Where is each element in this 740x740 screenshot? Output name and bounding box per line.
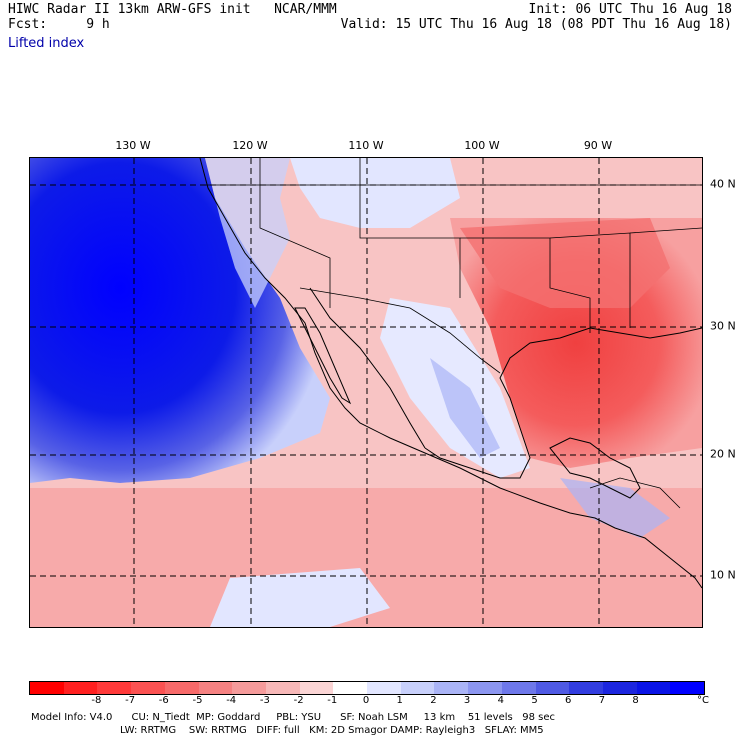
colorbar-tick-label: 5 <box>531 695 538 706</box>
init-time: Init: 06 UTC Thu 16 Aug 18 <box>528 2 733 17</box>
valid-time: Valid: 15 UTC Thu 16 Aug 18 (08 PDT Thu … <box>340 17 732 32</box>
colorbar-segment <box>198 682 233 694</box>
lat-label-40n: 40 N <box>710 177 736 191</box>
field-name: Lifted index <box>8 36 85 51</box>
colorbar-tick-label: 3 <box>463 695 471 706</box>
colorbar-tick-label: -1 <box>327 695 338 706</box>
pacific-stable-zone <box>30 158 330 483</box>
lat-label-10n: 10 N <box>710 568 736 582</box>
colorbar-unit: °C <box>697 695 709 706</box>
central-america-stable-zone <box>560 478 670 538</box>
colorbar-tick-label: 8 <box>632 695 639 706</box>
colorbar-segment <box>367 682 401 694</box>
colorbar-tick-label: -2 <box>293 695 304 706</box>
colorbar-segment <box>602 682 637 694</box>
colorbar-tick-label: -8 <box>91 695 102 706</box>
colorbar-segment <box>265 682 300 694</box>
colorbar-segment <box>434 682 469 694</box>
colorbar-segment <box>97 682 132 694</box>
colorbar-segment <box>30 682 64 694</box>
forecast-hour: Fcst: 9 h <box>8 17 110 32</box>
lon-label-120w: 120 W <box>232 139 268 152</box>
colorbar-segment <box>164 682 199 694</box>
colorbar-tick-label: -7 <box>125 695 136 706</box>
coastlines <box>199 158 702 589</box>
colorbar-segment <box>535 682 570 694</box>
colorbar-segment <box>569 682 603 694</box>
colorbar-tick-label: 4 <box>497 695 504 706</box>
northwest-stable-zone <box>290 158 460 228</box>
colorbar-segment <box>636 682 671 694</box>
colorbar-segment <box>63 682 98 694</box>
lat-label-30n: 30 N <box>710 319 736 333</box>
colorbar-tick-label: 6 <box>565 695 572 706</box>
colorbar-tick-label: -6 <box>158 695 169 706</box>
map-canvas <box>30 158 702 627</box>
colorbar-segment <box>232 682 266 694</box>
model-info-line2: LW: RRTMG SW: RRTMG DIFF: full KM: 2D Sm… <box>120 725 544 736</box>
lifted-index-map[interactable] <box>29 157 703 628</box>
southern-us-unstable-zone <box>460 218 670 308</box>
title-line: HIWC Radar II 13km ARW-GFS init NCAR/MMM <box>8 2 337 17</box>
lon-label-90w: 90 W <box>583 139 613 152</box>
baja-stable-zone <box>205 158 290 308</box>
lon-label-110w: 110 W <box>348 139 384 152</box>
model-info-line1: Model Info: V4.0 CU: N_Tiedt MP: Goddard… <box>31 712 556 723</box>
colorbar-tick-label: -4 <box>226 695 237 706</box>
colorbar-segment <box>468 682 502 694</box>
colorbar-tick-label: 7 <box>598 695 606 706</box>
colorbar-segment <box>131 682 165 694</box>
colorbar-segment <box>333 682 368 694</box>
lat-lon-grid <box>30 158 702 627</box>
colorbar-segment <box>670 682 705 694</box>
header-left: HIWC Radar II 13km ARW-GFS init NCAR/MMM… <box>8 2 337 32</box>
southern-stable-patch <box>210 568 390 627</box>
colorbar-segment <box>299 682 334 694</box>
lon-label-100w: 100 W <box>464 139 500 152</box>
colorbar-tick-label: 0 <box>362 695 370 706</box>
colorbar-segment <box>501 682 536 694</box>
colorbar-segment <box>400 682 435 694</box>
lon-label-130w: 130 W <box>115 139 151 152</box>
lat-label-20n: 20 N <box>710 447 736 461</box>
colorbar-tick-label: 1 <box>396 695 403 706</box>
colorbar-tick-label: -3 <box>259 695 270 706</box>
header-right: Init: 06 UTC Thu 16 Aug 18 Valid: 15 UTC… <box>341 2 732 32</box>
colorbar-tick-label: -5 <box>192 695 203 706</box>
colorbar <box>29 681 705 695</box>
colorbar-tick-label: 2 <box>430 695 437 706</box>
